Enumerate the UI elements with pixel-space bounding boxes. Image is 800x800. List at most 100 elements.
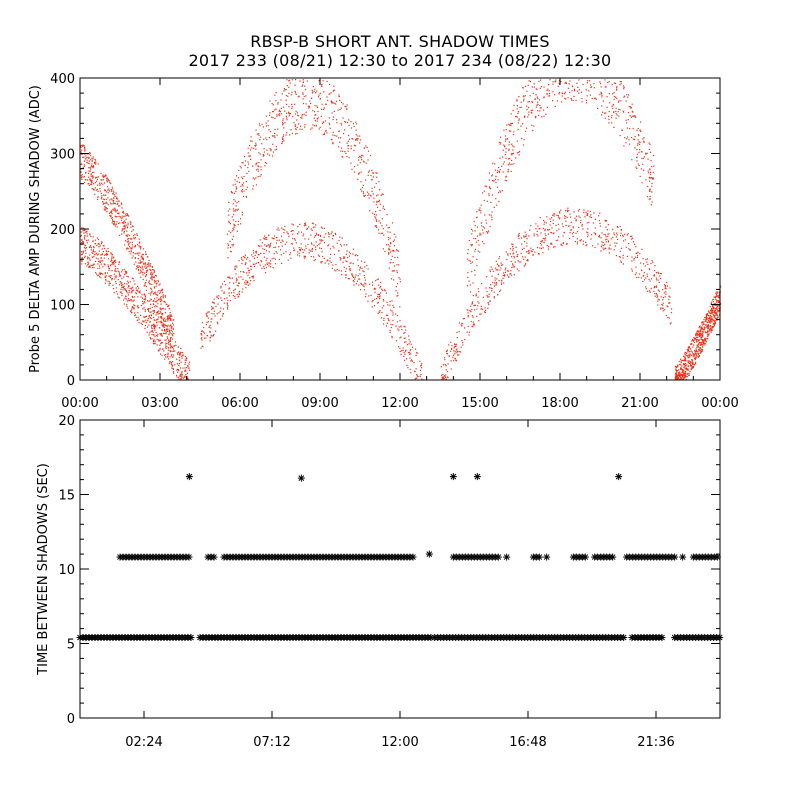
data-point — [107, 204, 109, 206]
data-point — [80, 177, 82, 179]
data-point — [525, 263, 527, 265]
data-point — [633, 259, 635, 261]
data-point — [302, 84, 304, 86]
data-point — [162, 325, 165, 327]
data-point — [498, 170, 500, 173]
data-point — [613, 111, 615, 113]
data-point — [511, 154, 513, 156]
data-point — [116, 196, 118, 198]
data-point — [444, 376, 446, 378]
data-point — [409, 341, 411, 343]
data-point — [124, 273, 126, 275]
data-point — [649, 173, 651, 175]
data-point — [126, 213, 128, 215]
data-point — [680, 358, 682, 360]
data-point — [511, 153, 513, 155]
data-point — [142, 272, 144, 274]
data-point — [510, 113, 512, 115]
data-point — [108, 284, 110, 286]
data-point — [110, 260, 112, 262]
data-point — [642, 275, 644, 277]
data-point — [282, 136, 284, 138]
data-point — [708, 321, 710, 323]
data-point — [649, 198, 651, 200]
data-point — [111, 270, 113, 272]
data-point — [660, 273, 662, 275]
data-point — [368, 295, 370, 297]
data-point — [659, 272, 661, 275]
data-point — [300, 231, 303, 233]
data-point — [501, 165, 503, 167]
x-tick-label: 00:00 — [61, 396, 98, 411]
data-point — [695, 361, 697, 363]
data-point — [286, 231, 288, 233]
data-point — [340, 107, 342, 109]
data-point — [151, 324, 153, 326]
data-point — [558, 91, 561, 94]
data-point — [571, 99, 573, 101]
data-point — [298, 95, 300, 97]
data-point — [499, 169, 501, 171]
data-point — [682, 371, 684, 374]
data-point — [683, 364, 685, 366]
data-point — [374, 225, 376, 227]
data-point — [265, 137, 267, 139]
data-point — [670, 311, 673, 314]
data-point — [679, 363, 681, 365]
data-point — [303, 225, 305, 227]
data-point — [339, 256, 341, 259]
data-point — [322, 80, 324, 82]
data-point — [652, 171, 654, 174]
data-point — [234, 297, 236, 299]
data-point — [528, 235, 530, 237]
data-point — [296, 132, 298, 134]
data-point — [164, 296, 166, 298]
data-point — [623, 96, 625, 98]
data-point — [248, 269, 250, 271]
data-point — [125, 213, 127, 215]
data-point — [264, 272, 267, 274]
data-point — [590, 84, 592, 86]
data-point — [480, 212, 482, 214]
data-point — [523, 236, 525, 238]
data-point — [127, 244, 130, 246]
data-point — [657, 298, 659, 300]
data-point — [108, 268, 110, 270]
data-point — [718, 309, 720, 311]
data-point — [699, 332, 701, 334]
data-point — [234, 200, 236, 202]
data-point — [209, 340, 211, 342]
data-point — [118, 212, 120, 214]
data-point — [512, 253, 514, 255]
data-point — [253, 147, 255, 149]
data-point — [305, 114, 307, 116]
data-point — [288, 106, 290, 108]
data-point — [648, 290, 651, 292]
data-point — [232, 295, 234, 297]
data-point — [315, 92, 317, 94]
data-point — [169, 318, 171, 320]
data-point — [355, 139, 357, 141]
data-point — [527, 260, 529, 262]
data-point — [159, 308, 161, 310]
data-point — [476, 315, 478, 318]
data-point — [399, 350, 401, 353]
data-point — [311, 229, 313, 231]
data-point — [323, 91, 325, 93]
data-point — [713, 325, 715, 327]
data-point — [362, 184, 364, 186]
data-point — [321, 251, 323, 253]
data-point — [331, 231, 333, 233]
data-point — [332, 90, 334, 92]
data-point — [153, 343, 155, 345]
data-point — [243, 175, 245, 178]
data-point — [99, 267, 101, 269]
data-point — [82, 145, 84, 147]
data-point — [508, 123, 510, 125]
data-point — [253, 265, 256, 268]
data-point — [706, 318, 708, 320]
data-point — [653, 165, 655, 167]
data-point — [346, 244, 348, 246]
data-point — [653, 287, 655, 289]
data-point — [303, 95, 305, 98]
